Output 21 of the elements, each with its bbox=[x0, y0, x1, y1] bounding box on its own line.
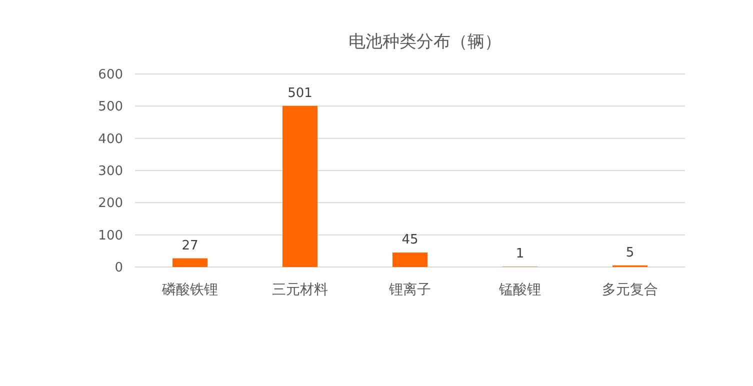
y-tick-label: 300 bbox=[98, 164, 123, 179]
y-tick-label: 200 bbox=[98, 196, 123, 212]
y-tick-label: 100 bbox=[98, 228, 123, 244]
x-tick-label: 锰酸锂 bbox=[498, 282, 541, 298]
y-tick-label: 600 bbox=[98, 68, 123, 82]
x-tick-label: 锂离子 bbox=[388, 282, 431, 298]
y-tick-label: 400 bbox=[98, 132, 123, 147]
data-label: 27 bbox=[182, 238, 198, 254]
y-tick-label: 500 bbox=[98, 100, 123, 115]
data-label: 45 bbox=[402, 232, 418, 248]
data-label: 1 bbox=[516, 246, 524, 262]
data-label: 501 bbox=[288, 86, 312, 101]
bar bbox=[392, 252, 428, 267]
bar bbox=[282, 106, 318, 267]
bar bbox=[172, 258, 208, 267]
data-label: 5 bbox=[626, 245, 634, 260]
chart-title: 电池种类分布（辆） bbox=[348, 32, 502, 52]
y-tick-label: 0 bbox=[114, 260, 123, 276]
x-tick-label: 磷酸铁锂 bbox=[161, 282, 218, 298]
x-tick-label: 多元复合 bbox=[602, 282, 658, 298]
x-tick-label: 三元材料 bbox=[272, 282, 328, 298]
